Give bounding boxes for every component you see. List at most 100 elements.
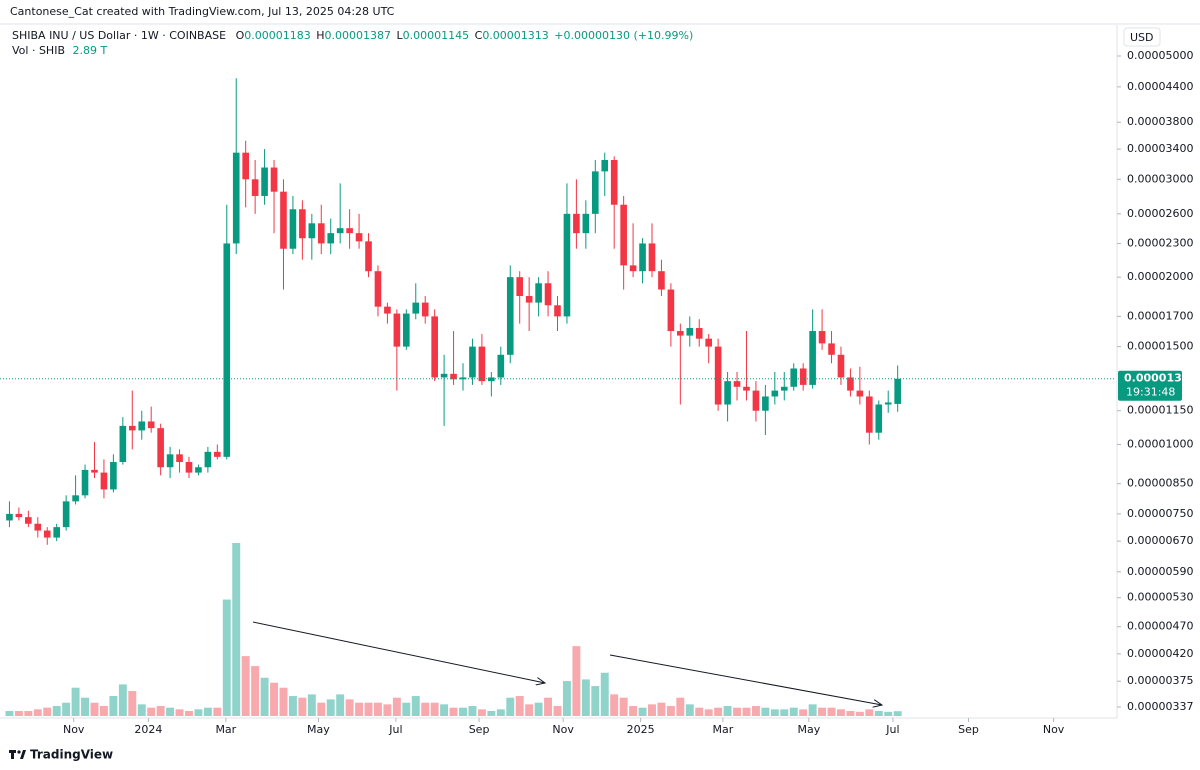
x-tick-label: Nov <box>1043 723 1065 736</box>
volume-bar <box>118 684 127 716</box>
candle-body <box>299 209 306 239</box>
y-tick-label: 0.00001000 <box>1127 437 1193 450</box>
volume-bar <box>893 711 902 716</box>
y-tick-label: 0.00003400 <box>1127 142 1193 155</box>
candle-body <box>176 454 183 462</box>
logo <box>11 750 14 759</box>
candle-body <box>705 338 712 347</box>
candle-body <box>440 373 448 378</box>
volume-bar <box>279 687 288 716</box>
candle-body <box>790 368 798 387</box>
volume-bar <box>761 707 770 716</box>
candle-body <box>251 179 259 196</box>
volume-bar <box>855 711 864 716</box>
x-tick-label: Mar <box>215 723 236 736</box>
ohlc-value: 0.00001145 <box>403 29 469 42</box>
volume-bar <box>288 696 297 716</box>
candle-body <box>214 451 221 457</box>
ohlc-label: L <box>397 29 404 42</box>
y-tick-label: 0.00003000 <box>1127 172 1193 185</box>
candle-body <box>516 277 524 296</box>
volume-bar <box>147 707 156 716</box>
volume-bar <box>600 672 609 716</box>
candle-body <box>459 377 467 380</box>
change: +0.00000130 (+10.99%) <box>554 29 693 42</box>
volume-bar <box>477 709 486 716</box>
candle-body <box>535 283 542 303</box>
volume-bar <box>307 694 316 716</box>
x-tick-label: Nov <box>63 723 85 736</box>
ohlc-value: 0.00001313 <box>482 29 548 42</box>
volume-bar <box>789 707 798 716</box>
candle-body <box>110 461 117 490</box>
candle-body <box>601 159 609 172</box>
x-tick-label: May <box>797 723 820 736</box>
y-tick-label: 0.00000420 <box>1127 647 1193 660</box>
x-tick-label: Nov <box>552 723 574 736</box>
candle-body <box>450 373 457 380</box>
volume-bar <box>232 543 241 716</box>
volume-bar <box>733 707 742 716</box>
volume-legend: Vol · SHIB 2.89 T <box>12 44 107 57</box>
candle-body <box>875 404 883 433</box>
x-tick-label: 2025 <box>627 723 655 736</box>
candle-body <box>147 421 155 429</box>
candle-body <box>355 233 363 242</box>
candle-body <box>185 461 193 473</box>
volume-bar <box>109 696 118 716</box>
volume-bar <box>638 707 647 716</box>
candle-body <box>771 390 779 397</box>
candle-body <box>488 377 495 382</box>
volume-bar <box>704 709 713 716</box>
candle-body <box>639 243 646 272</box>
volume-bar <box>430 702 439 716</box>
ohlc-label: H <box>316 29 324 42</box>
volume-bar <box>203 707 212 716</box>
volume-bar <box>24 711 33 716</box>
volume-bar <box>43 707 52 716</box>
candle-body <box>809 331 816 385</box>
candle-body <box>573 213 580 234</box>
ohlc-label: C <box>475 29 483 42</box>
candle-body <box>119 425 127 462</box>
symbol: SHIBA INU / US Dollar · 1W · COINBASE <box>12 29 226 42</box>
candle-body <box>582 213 590 234</box>
volume-bar <box>317 702 326 716</box>
volume-bar <box>128 691 137 716</box>
volume-bar <box>487 711 496 716</box>
x-tick-label: May <box>307 723 330 736</box>
candle-body <box>525 295 533 303</box>
candle-body <box>818 331 826 344</box>
candle-body <box>554 305 561 317</box>
ohlc-label: O <box>236 29 245 42</box>
volume-bar <box>770 709 779 716</box>
y-tick-label: 0.00000470 <box>1127 620 1193 633</box>
y-tick-label: 0.00000337 <box>1127 700 1193 713</box>
candle-body <box>6 513 13 521</box>
volume-bar <box>799 709 808 716</box>
y-tick-label: 0.00002600 <box>1127 207 1193 220</box>
currency[interactable]: USD <box>1130 31 1154 44</box>
candle-body <box>223 243 231 457</box>
candle-body <box>714 346 722 405</box>
volume-bar <box>837 709 845 716</box>
volume-bar <box>714 707 723 716</box>
volume-bar <box>33 709 42 716</box>
brand: TradingView <box>9 748 113 762</box>
volume-bar <box>185 711 193 716</box>
volume-bar <box>562 681 571 716</box>
candle-body <box>403 313 410 347</box>
volume-bar <box>591 686 600 716</box>
currency-box[interactable] <box>1123 27 1161 47</box>
candle-body <box>610 159 618 205</box>
volume-bar <box>213 707 222 716</box>
candle-body <box>506 277 514 355</box>
volume-bar <box>52 706 61 716</box>
candle-body <box>856 390 864 397</box>
volume-bar <box>336 694 345 716</box>
volume-bar <box>695 707 704 716</box>
candle-body <box>884 402 892 405</box>
volume-bar <box>572 646 581 716</box>
candle-body <box>100 472 108 490</box>
